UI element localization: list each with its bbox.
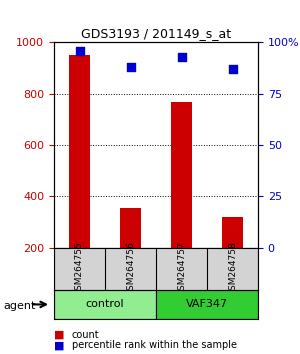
Text: agent: agent (3, 301, 35, 311)
Point (179, 54, 184, 60)
Text: count: count (72, 330, 100, 339)
Bar (120, 208, 141, 248)
Text: VAF347: VAF347 (186, 299, 228, 309)
Bar (69, 55, 90, 248)
Text: GSM264757: GSM264757 (177, 242, 186, 296)
Point (230, 66, 235, 72)
Bar (171, 102, 192, 248)
Text: ■: ■ (54, 340, 64, 350)
Point (128, 64, 133, 70)
Point (77, 48, 82, 53)
Title: GDS3193 / 201149_s_at: GDS3193 / 201149_s_at (81, 27, 231, 40)
Bar (222, 217, 243, 248)
Text: ■: ■ (54, 330, 64, 339)
Text: GSM264758: GSM264758 (228, 242, 237, 296)
Text: GSM264755: GSM264755 (75, 242, 84, 296)
Text: control: control (86, 299, 124, 309)
Text: percentile rank within the sample: percentile rank within the sample (72, 340, 237, 350)
FancyBboxPatch shape (156, 290, 258, 319)
FancyBboxPatch shape (54, 290, 156, 319)
Text: GSM264756: GSM264756 (126, 242, 135, 296)
